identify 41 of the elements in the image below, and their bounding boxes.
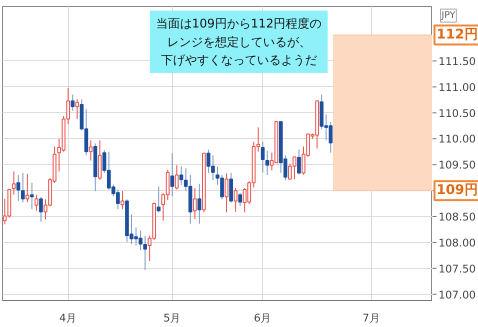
y-tick-label: 109.50: [438, 158, 476, 172]
candlestick: [98, 140, 102, 180]
x-tick-label: 7月: [362, 312, 380, 324]
candlestick: [179, 166, 184, 186]
annotation: 当面は109円から112円程度のレンジを想定しているが、下げやすくなっているようだ: [156, 16, 322, 68]
candlestick: [224, 172, 228, 213]
y-tick-label: 110.00: [438, 132, 476, 146]
y-tick-label: 111.00: [438, 80, 476, 94]
candlestick: [265, 150, 270, 176]
y-tick-label: 108.50: [438, 210, 476, 224]
candlestick: [197, 183, 202, 224]
y-tick-label: 110.50: [438, 106, 476, 120]
x-tick-label: 6月: [254, 312, 272, 324]
candlestick: [30, 182, 34, 210]
x-tick-label: 4月: [59, 312, 78, 324]
candlestick: [260, 141, 265, 173]
y-tick-label: 107.50: [438, 262, 476, 276]
candlestick: [234, 187, 238, 212]
candlestick: [25, 173, 30, 202]
candlestick: [20, 172, 25, 203]
ref-line-label: 109円: [436, 183, 478, 198]
candlestick: [192, 187, 197, 220]
candlestick: [75, 98, 80, 120]
candlestick: [34, 194, 38, 212]
y-tick-label: 107.00: [438, 288, 476, 302]
y-axis-title: JPY: [440, 10, 456, 22]
y-tick-label: 111.50: [438, 54, 476, 68]
x-tick-label: 5月: [163, 312, 182, 324]
candlestick: [70, 94, 75, 112]
candlestick: [88, 140, 93, 161]
y-tick-label: 108.00: [438, 236, 476, 250]
candlestick: [297, 149, 301, 175]
candlestick: [174, 164, 179, 190]
candlestick: [120, 190, 124, 210]
candlestick: [170, 152, 174, 197]
candlestick: [12, 170, 16, 196]
candlestick: [156, 186, 161, 213]
candlestick: [238, 192, 242, 207]
candlestick: [39, 196, 43, 222]
ref-line-label: 112円: [436, 28, 478, 43]
candlestick: [229, 172, 233, 203]
